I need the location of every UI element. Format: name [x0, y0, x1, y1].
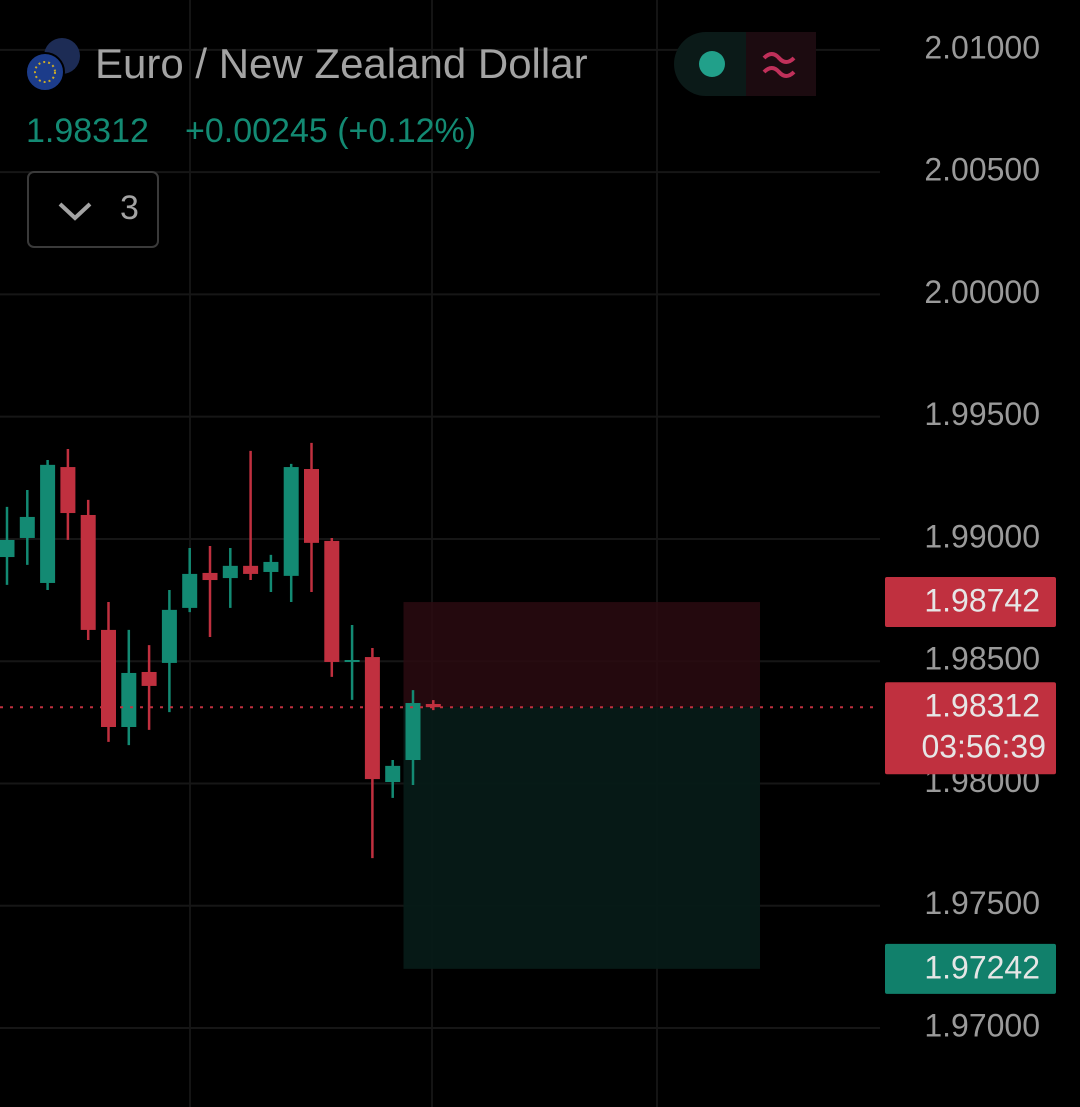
candle-body	[182, 573, 198, 608]
candle-body	[364, 657, 380, 780]
data-delay-icon	[762, 52, 796, 78]
flag-eu	[25, 52, 65, 92]
reward-zone	[403, 707, 760, 969]
candle-body	[222, 565, 238, 579]
y-tick-label: 1.97000	[924, 1007, 1040, 1043]
market-open-dot	[699, 51, 725, 77]
candle-body	[385, 765, 401, 783]
candle-body	[243, 565, 259, 574]
last-price-tag-countdown: 03:56:39	[921, 729, 1046, 765]
symbol-title: Euro / New Zealand Dollar	[95, 40, 588, 87]
y-tick-label: 1.99500	[924, 396, 1040, 432]
y-tick-label: 2.00000	[924, 274, 1040, 310]
y-tick-label: 2.01000	[924, 29, 1040, 65]
candle-body	[425, 704, 441, 708]
y-tick-label: 1.97500	[924, 885, 1040, 921]
candle-body	[141, 671, 157, 686]
target-price-tag-bg	[885, 943, 1056, 994]
candle-body	[405, 703, 421, 761]
last-price-tag: 1.98312	[924, 688, 1040, 724]
candle-body	[202, 572, 218, 581]
candle-body	[324, 540, 340, 662]
indicators-toggle[interactable]	[27, 171, 159, 248]
candle-body	[263, 561, 279, 572]
last-price: 1.98312	[26, 112, 149, 150]
stop-price-tag-bg	[885, 577, 1056, 628]
stop-price-tag: 1.98742	[924, 582, 1040, 618]
candle-body	[344, 659, 360, 662]
candle-body	[283, 467, 299, 576]
candle-body	[40, 464, 56, 583]
price-axis: 2.01000 2.00500 2.00000 1.99500 1.99000 1.985…	[885, 29, 1056, 1043]
plot-area	[0, 48, 880, 1030]
candle-body	[0, 539, 15, 558]
last-price-tag-bg	[885, 682, 1056, 775]
candle-body	[121, 672, 137, 727]
header: Euro / New Zealand Dollar 1.98312 +0.002…	[25, 32, 816, 248]
candle-body	[60, 467, 76, 514]
candle-body	[80, 514, 96, 630]
risk-zone	[403, 602, 760, 708]
target-price-tag: 1.97242	[924, 949, 1040, 985]
status-toggle-right	[746, 32, 816, 96]
candle-body	[19, 516, 35, 538]
chevron-down	[58, 202, 92, 221]
candle-body	[161, 609, 177, 663]
candle-body	[101, 629, 116, 727]
flag-stars	[34, 61, 56, 83]
indicator-count: 3	[120, 189, 139, 227]
price-change: +0.00245 (+0.12%)	[185, 112, 476, 150]
candle-body	[304, 469, 319, 543]
y-tick-label: 1.98500	[924, 641, 1040, 677]
y-tick-label: 1.99000	[924, 518, 1040, 554]
y-tick-label: 2.00500	[924, 152, 1040, 188]
